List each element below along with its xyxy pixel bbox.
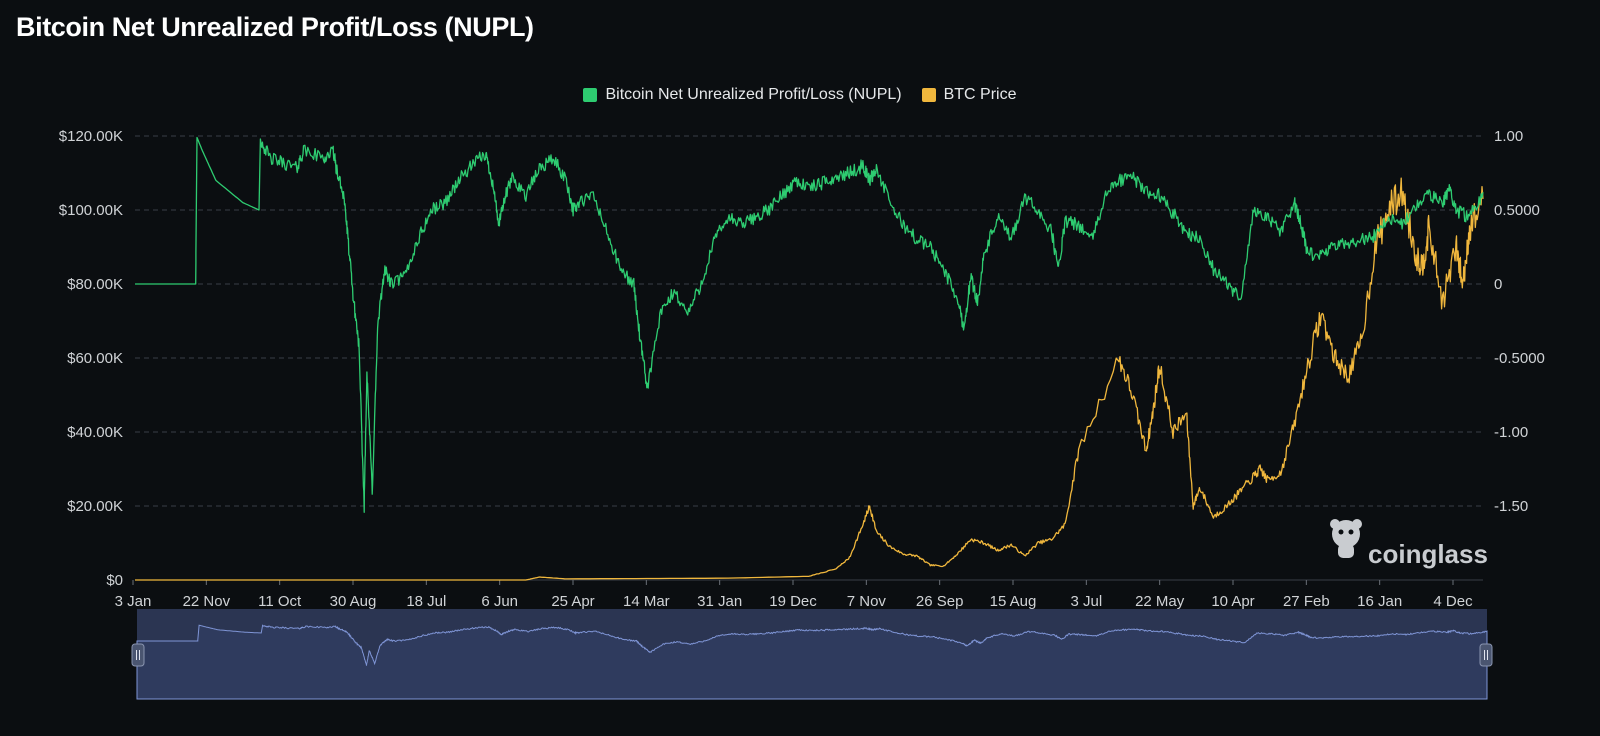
y-left-tick-label: $20.00K bbox=[67, 498, 123, 515]
x-tick-label: 15 Aug bbox=[990, 593, 1037, 610]
y-right-tick-label: -1.00 bbox=[1494, 424, 1528, 441]
y-right-tick-label: 0 bbox=[1494, 276, 1502, 293]
y-left-tick-label: $0 bbox=[106, 572, 123, 589]
legend-label-nupl: Bitcoin Net Unrealized Profit/Loss (NUPL… bbox=[605, 86, 902, 103]
x-tick-label: 14 Mar bbox=[623, 593, 670, 610]
legend-item-btc-price[interactable]: BTC Price bbox=[921, 86, 1017, 104]
range-navigator[interactable] bbox=[131, 609, 1493, 700]
legend-label-btc-price: BTC Price bbox=[943, 86, 1017, 103]
y-left-tick-label: $60.00K bbox=[67, 350, 123, 367]
x-tick-label: 30 Aug bbox=[330, 593, 377, 610]
x-tick-label: 18 Jul bbox=[406, 593, 446, 610]
series-line-nupl[interactable] bbox=[135, 136, 1484, 513]
x-tick-label: 22 Nov bbox=[183, 593, 231, 610]
plot-area[interactable] bbox=[135, 136, 1484, 581]
x-tick-label: 4 Dec bbox=[1433, 593, 1473, 610]
legend-swatch-btc-price bbox=[921, 88, 936, 102]
navigator-series bbox=[136, 624, 1488, 700]
left-axis: $0 $20.00K $40.00K $60.00K $80.00K $100.00K $1… bbox=[59, 128, 123, 589]
grid-lines bbox=[135, 135, 1483, 581]
y-left-tick-label: $80.00K bbox=[67, 276, 123, 293]
x-tick-label: 19 Dec bbox=[769, 593, 817, 610]
y-right-tick-label: 1.00 bbox=[1494, 128, 1523, 145]
x-tick-label: 22 May bbox=[1135, 593, 1185, 610]
legend-swatch-nupl bbox=[583, 88, 598, 102]
x-tick-label: 11 Oct bbox=[258, 593, 302, 610]
legend: Bitcoin Net Unrealized Profit/Loss (NUPL… bbox=[0, 86, 1600, 104]
series-line-btc-price[interactable] bbox=[135, 177, 1484, 581]
watermark-text: coinglass bbox=[1368, 539, 1488, 569]
x-tick-label: 16 Jan bbox=[1357, 593, 1402, 610]
x-tick-label: 3 Jul bbox=[1070, 593, 1102, 610]
legend-item-nupl[interactable]: Bitcoin Net Unrealized Profit/Loss (NUPL… bbox=[583, 86, 902, 104]
x-tick-label: 27 Feb bbox=[1283, 593, 1330, 610]
watermark: coinglass bbox=[1330, 519, 1488, 569]
right-axis: -1.50 -1.00 -0.5000 0 0.5000 1.00 bbox=[1494, 128, 1545, 515]
x-tick-label: 3 Jan bbox=[115, 593, 152, 610]
coinglass-logo-icon bbox=[1330, 519, 1362, 558]
y-right-tick-label: -0.5000 bbox=[1494, 350, 1545, 367]
x-tick-label: 25 Apr bbox=[551, 593, 594, 610]
x-tick-label: 7 Nov bbox=[847, 593, 887, 610]
y-right-tick-label: 0.5000 bbox=[1494, 202, 1540, 219]
x-axis: 3 Jan 22 Nov 11 Oct 30 Aug 18 Jul 6 Jun 25 Apr… bbox=[115, 580, 1473, 610]
x-tick-label: 10 Apr bbox=[1211, 593, 1254, 610]
chart-title: Bitcoin Net Unrealized Profit/Loss (NUPL… bbox=[16, 12, 534, 42]
x-tick-label: 31 Jan bbox=[697, 593, 742, 610]
y-left-tick-label: $40.00K bbox=[67, 424, 123, 441]
y-left-tick-label: $120.00K bbox=[59, 128, 123, 145]
navigator-right-handle[interactable] bbox=[1479, 643, 1493, 667]
y-right-tick-label: -1.50 bbox=[1494, 498, 1528, 515]
x-tick-label: 26 Sep bbox=[916, 593, 964, 610]
x-tick-label: 6 Jun bbox=[481, 593, 518, 610]
y-left-tick-label: $100.00K bbox=[59, 202, 123, 219]
navigator-left-handle[interactable] bbox=[131, 643, 145, 667]
